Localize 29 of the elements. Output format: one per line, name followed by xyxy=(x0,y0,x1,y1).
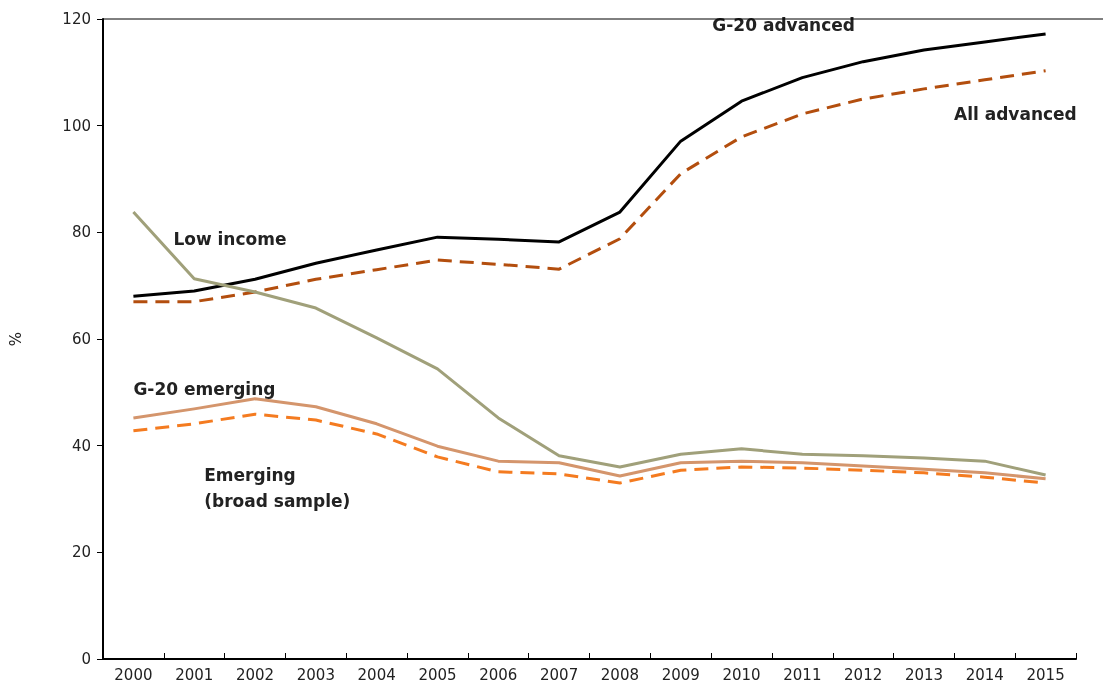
text: Emerging (broad sample) xyxy=(204,464,351,511)
x-tick-label: 2006 xyxy=(479,665,518,684)
series-label: G-20 advanced xyxy=(712,14,856,35)
y-tick-label: 60 xyxy=(71,330,91,348)
x-tick-label: 2015 xyxy=(1026,665,1065,684)
x-tick-label: 2011 xyxy=(783,665,822,684)
x-tick-label: 2005 xyxy=(418,665,457,684)
x-tick-label: 2013 xyxy=(904,665,944,684)
x-tick-label: 2010 xyxy=(722,665,761,684)
y-tick-label: 40 xyxy=(71,436,91,455)
x-tick-label: 2012 xyxy=(844,665,883,684)
series-label: G-20 emerging xyxy=(133,378,276,399)
x-tick-label: 2009 xyxy=(661,665,700,684)
x-tick-label: 2007 xyxy=(540,665,579,684)
x-tick-label: 2001 xyxy=(175,665,214,684)
y-tick-label: 0 xyxy=(81,650,91,668)
y-tick-label: 120 xyxy=(62,10,91,28)
y-tick-label: 80 xyxy=(71,223,91,242)
x-tick-label: 2014 xyxy=(965,665,1004,684)
y-tick-label: 100 xyxy=(62,116,91,135)
x-tick-label: 2000 xyxy=(114,665,153,684)
series-label: Low income xyxy=(173,229,287,250)
x-tick-label: 2008 xyxy=(600,665,639,684)
series-label: All advanced xyxy=(953,103,1077,124)
x-tick-label: 2002 xyxy=(235,665,275,684)
x-tick-label: 2003 xyxy=(296,665,335,684)
x-tick-label: 2004 xyxy=(357,665,396,684)
y-tick-label: 20 xyxy=(71,543,91,562)
y-axis-title: % xyxy=(6,331,25,347)
